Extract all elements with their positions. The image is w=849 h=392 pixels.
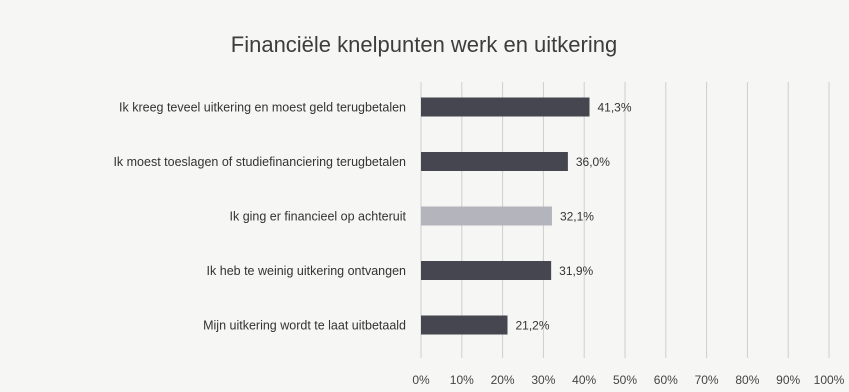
x-tick-label: 20% [491, 373, 515, 387]
bar [421, 152, 568, 171]
bar [421, 315, 508, 335]
chart-title: Financiële knelpunten werk en uitkering [231, 32, 617, 57]
x-tick-label: 80% [735, 373, 759, 387]
bars: 41,3% 36,0% 32,1% 31,9% 21,2% [421, 97, 632, 335]
x-tick-label: 0% [412, 373, 430, 387]
category-label: Ik moest toeslagen of studiefinanciering… [113, 155, 406, 169]
bar-value-label: 21,2% [515, 319, 549, 333]
x-tick-label: 30% [531, 373, 555, 387]
x-tick-label: 60% [654, 373, 678, 387]
gridlines [420, 82, 830, 358]
bar [421, 97, 590, 117]
x-axis-ticks: 0% 10% 20% 30% 40% 50% 60% 70% 80% 90% 100% [412, 373, 844, 387]
x-tick-label: 40% [572, 373, 596, 387]
bar-value-label: 36,0% [576, 155, 610, 169]
bar [421, 261, 552, 280]
category-label: Mijn uitkering wordt te laat uitbetaald [203, 319, 406, 333]
x-tick-label: 90% [776, 373, 800, 387]
category-label: Ik kreeg teveel uitkering en moest geld … [119, 101, 406, 115]
category-labels: Ik kreeg teveel uitkering en moest geld … [113, 101, 406, 333]
x-tick-label: 50% [613, 373, 637, 387]
category-label: Ik ging er financieel op achteruit [230, 210, 407, 224]
bar-value-label: 31,9% [559, 264, 593, 278]
category-label: Ik heb te weinig uitkering ontvangen [207, 264, 406, 278]
x-tick-label: 70% [695, 373, 719, 387]
x-tick-label: 10% [450, 373, 474, 387]
bar-value-label: 41,3% [598, 101, 632, 115]
bar [421, 206, 552, 226]
x-tick-label: 100% [814, 373, 845, 387]
bar-value-label: 32,1% [560, 210, 594, 224]
